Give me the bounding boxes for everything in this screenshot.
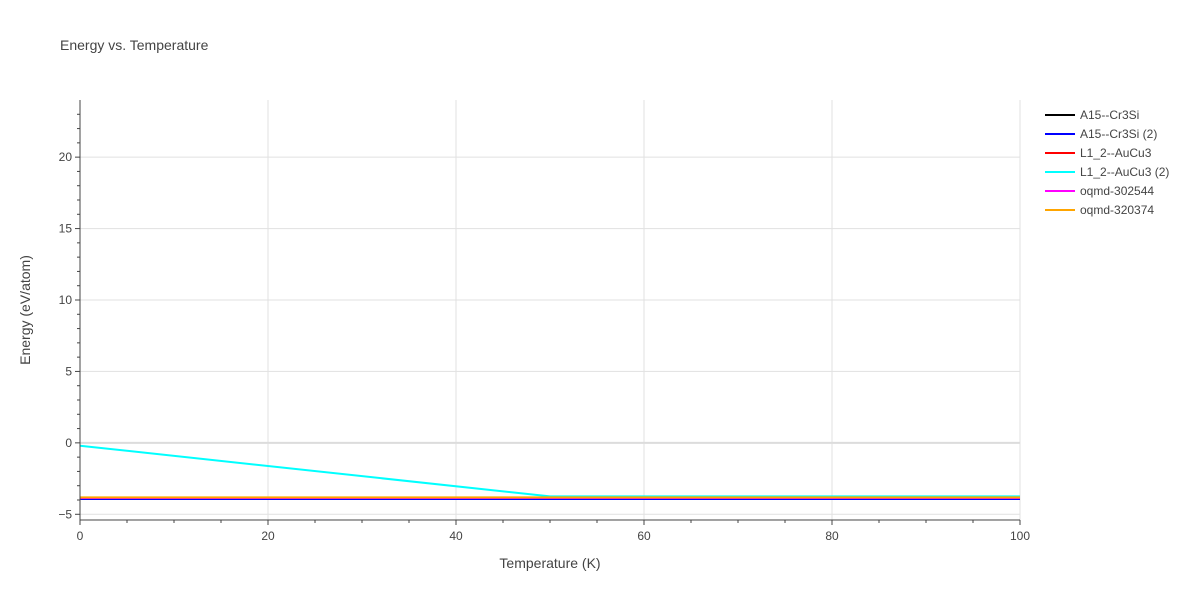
grid-lines bbox=[80, 100, 1021, 520]
y-tick-label: 5 bbox=[65, 364, 72, 378]
series-lines bbox=[79, 444, 1020, 500]
y-tick-label: 20 bbox=[59, 150, 73, 164]
x-tick-label: 40 bbox=[449, 529, 463, 543]
legend-item[interactable]: L1_2--AuCu3 bbox=[1045, 146, 1152, 160]
chart-title: Energy vs. Temperature bbox=[60, 37, 209, 53]
legend-label: L1_2--AuCu3 (2) bbox=[1080, 165, 1169, 179]
legend-label: oqmd-302544 bbox=[1080, 184, 1154, 198]
legend-label: A15--Cr3Si bbox=[1080, 108, 1139, 122]
y-axis-title: Energy (eV/atom) bbox=[17, 255, 33, 365]
x-tick-label: 80 bbox=[825, 529, 839, 543]
legend-label: L1_2--AuCu3 bbox=[1080, 146, 1152, 160]
x-tick-label: 60 bbox=[637, 529, 651, 543]
series-line-4 bbox=[79, 444, 1020, 498]
legend-label: A15--Cr3Si (2) bbox=[1080, 127, 1157, 141]
x-tick-label: 100 bbox=[1010, 529, 1030, 543]
axes bbox=[75, 100, 1021, 525]
y-tick-label: 15 bbox=[59, 222, 73, 236]
legend-item[interactable]: oqmd-302544 bbox=[1045, 184, 1154, 198]
legend-item[interactable]: oqmd-320374 bbox=[1045, 203, 1154, 217]
y-tick-label: 0 bbox=[65, 436, 72, 450]
x-tick-label: 0 bbox=[77, 529, 84, 543]
y-tick-label: −5 bbox=[58, 507, 72, 521]
y-tick-label: 10 bbox=[59, 293, 73, 307]
tick-labels: 0 20 40 60 80 100 −5 0 5 10 15 20 bbox=[58, 150, 1030, 543]
legend-item[interactable]: A15--Cr3Si (2) bbox=[1045, 127, 1157, 141]
legend-item[interactable]: L1_2--AuCu3 (2) bbox=[1045, 165, 1169, 179]
x-tick-label: 20 bbox=[261, 529, 275, 543]
legend[interactable]: A15--Cr3Si A15--Cr3Si (2) L1_2--AuCu3 L1_2-… bbox=[1045, 108, 1169, 217]
legend-label: oqmd-320374 bbox=[1080, 203, 1154, 217]
legend-item[interactable]: A15--Cr3Si bbox=[1045, 108, 1139, 122]
x-axis-title: Temperature (K) bbox=[499, 555, 600, 571]
